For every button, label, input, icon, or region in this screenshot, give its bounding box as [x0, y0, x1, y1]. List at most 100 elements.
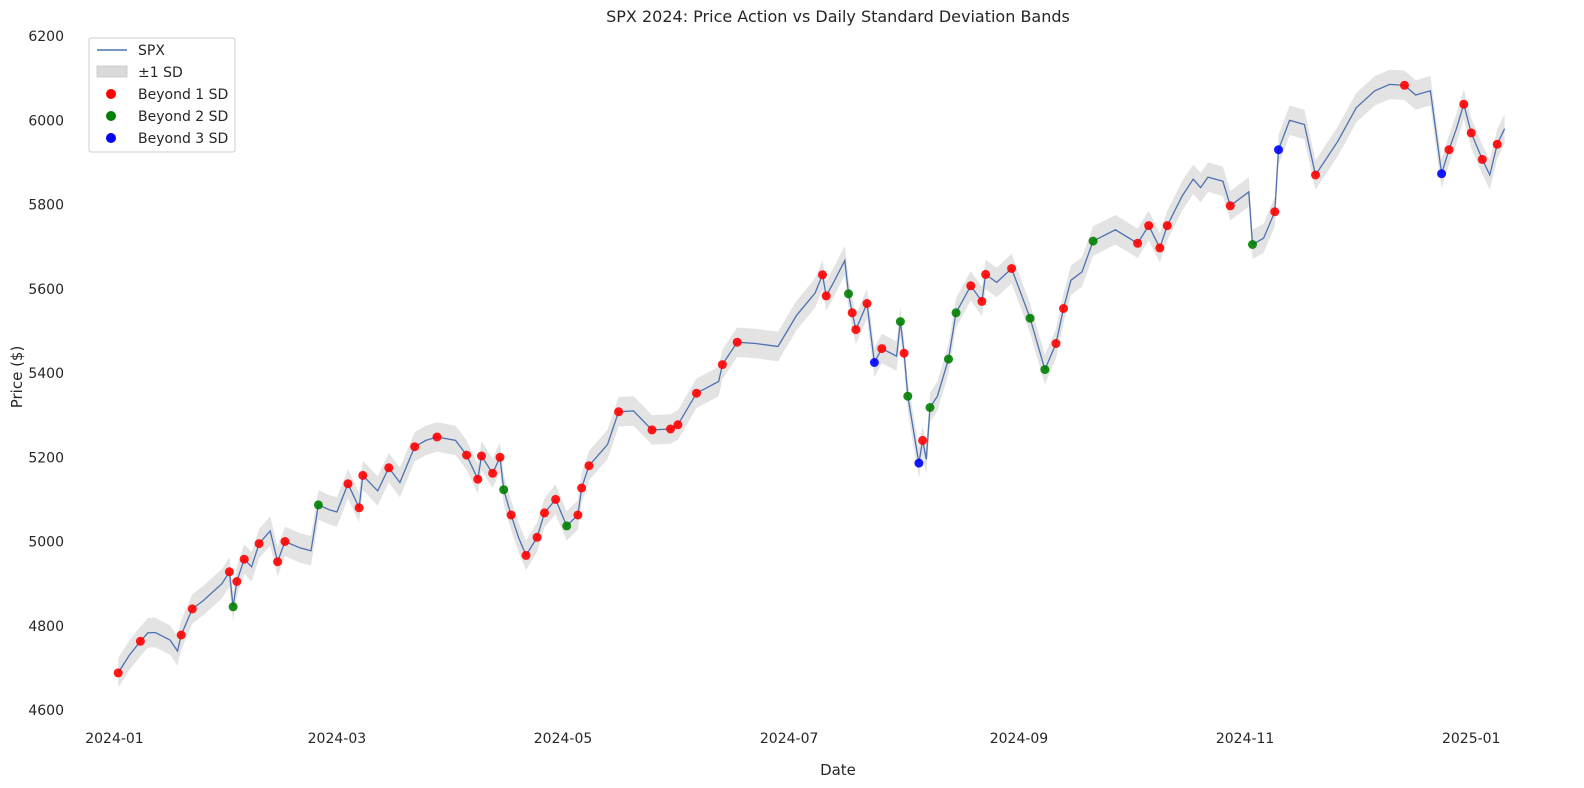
sd1-point	[1400, 80, 1409, 90]
sd1-point	[551, 494, 561, 504]
sd1-point	[1477, 154, 1487, 164]
legend-label-spx: SPX	[138, 43, 165, 59]
sd1-point	[981, 269, 991, 279]
sd1-point	[1466, 128, 1476, 138]
sd1-point	[187, 604, 197, 614]
chart-title: SPX 2024: Price Action vs Daily Standard…	[606, 7, 1070, 26]
sd1-point	[532, 532, 542, 542]
sd-points-layer	[113, 80, 1502, 678]
y-tick-label: 5800	[28, 198, 64, 214]
x-tick-label: 2024-03	[308, 731, 367, 747]
legend-swatch-sd1	[106, 89, 116, 99]
legend-swatch-sd2	[106, 111, 116, 121]
x-tick-label: 2024-01	[85, 731, 144, 747]
sd1-point	[1155, 243, 1165, 253]
sd1-point	[1007, 264, 1017, 273]
y-tick-label: 5400	[28, 366, 64, 382]
sd1-point	[877, 344, 887, 354]
y-tick-label: 5200	[28, 450, 64, 466]
sd1-point	[1162, 221, 1172, 231]
price-line-layer	[117, 83, 1506, 674]
sd1-point	[966, 281, 976, 291]
sd3-point	[914, 458, 924, 468]
sd1-point	[666, 424, 675, 434]
sd2-point	[1248, 240, 1257, 249]
sd2-point	[925, 403, 935, 412]
sd2-point	[844, 289, 853, 299]
sd1-point	[1133, 238, 1143, 248]
sd1-point	[540, 508, 549, 518]
sd1-point	[862, 299, 872, 308]
sd1-point	[384, 463, 394, 473]
sd1-point	[577, 483, 587, 493]
legend-swatch-band	[96, 65, 128, 78]
sd1-point	[410, 442, 420, 452]
sd1-point	[1311, 170, 1320, 180]
sd1-point	[280, 537, 290, 546]
x-axis: 2024-01 2024-03 2024-05 2024-07 2024-09 2024-…	[85, 720, 1500, 747]
x-tick-label: 2024-11	[1216, 731, 1275, 747]
sd1-point	[521, 550, 531, 560]
x-tick-label: 2024-07	[760, 731, 819, 747]
sd1-point	[717, 360, 727, 370]
x-tick-label: 2024-09	[990, 731, 1049, 747]
sd1-point	[176, 630, 186, 640]
sd1-point	[1492, 139, 1502, 149]
sd1-point	[495, 452, 505, 462]
sd1-point	[977, 296, 987, 306]
y-tick-label: 5600	[28, 282, 64, 298]
sd1-point	[477, 451, 486, 461]
sd1-point	[584, 461, 594, 471]
sd1-point	[273, 557, 283, 567]
sd1-point	[847, 308, 857, 318]
sd1-point	[573, 510, 583, 520]
sd2-point	[951, 308, 961, 318]
sd2-point	[903, 391, 913, 401]
x-tick-label: 2024-05	[534, 731, 593, 747]
sd1-point	[821, 291, 831, 301]
legend-label-sd2: Beyond 2 SD	[138, 109, 228, 125]
sd1-point	[899, 348, 909, 358]
sd2-point	[1088, 236, 1098, 246]
sd1-point	[692, 388, 701, 398]
sd1-point	[488, 468, 498, 478]
sd2-point	[228, 602, 238, 612]
sd1-point	[224, 567, 234, 577]
x-tick-label: 2025-01	[1442, 731, 1501, 747]
x-axis-title: Date	[820, 761, 856, 779]
sd1-point	[1225, 201, 1235, 211]
sd1-point	[358, 470, 368, 480]
legend: SPX ±1 SD Beyond 1 SD Beyond 2 SD Beyond…	[88, 37, 236, 153]
sd3-point	[869, 358, 879, 367]
sd1-point	[1270, 207, 1280, 217]
sd1-point	[732, 337, 742, 347]
legend-label-sd1: Beyond 1 SD	[138, 87, 228, 103]
sd1-point	[647, 425, 657, 435]
sd2-point	[895, 317, 905, 327]
sd1-point	[818, 270, 827, 280]
sd1-point	[1059, 304, 1068, 313]
sd2-point	[499, 485, 509, 495]
sd-band-layer	[118, 69, 1505, 688]
sd1-point	[614, 407, 624, 417]
y-tick-label: 6200	[28, 29, 64, 45]
sd2-point	[562, 521, 572, 531]
sd1-point	[232, 577, 242, 586]
sd1-point	[1444, 145, 1454, 155]
sd3-point	[1437, 169, 1447, 179]
sd2-point	[1025, 313, 1035, 323]
sd3-point	[1274, 145, 1283, 155]
legend-swatch-sd3	[106, 133, 116, 143]
sd1-point	[135, 636, 145, 646]
sd1-point	[1144, 221, 1154, 231]
sd1-point	[239, 554, 249, 564]
sd1-point	[1459, 99, 1469, 109]
y-tick-label: 5000	[28, 535, 64, 551]
y-axis-title: Price ($)	[8, 346, 26, 409]
sd1-point	[254, 539, 264, 549]
y-axis: 4600 4800 5000 5200 5400 5600 5800 6000 6200	[28, 29, 64, 719]
sd1-point	[1051, 339, 1061, 348]
sd2-point	[944, 354, 953, 364]
